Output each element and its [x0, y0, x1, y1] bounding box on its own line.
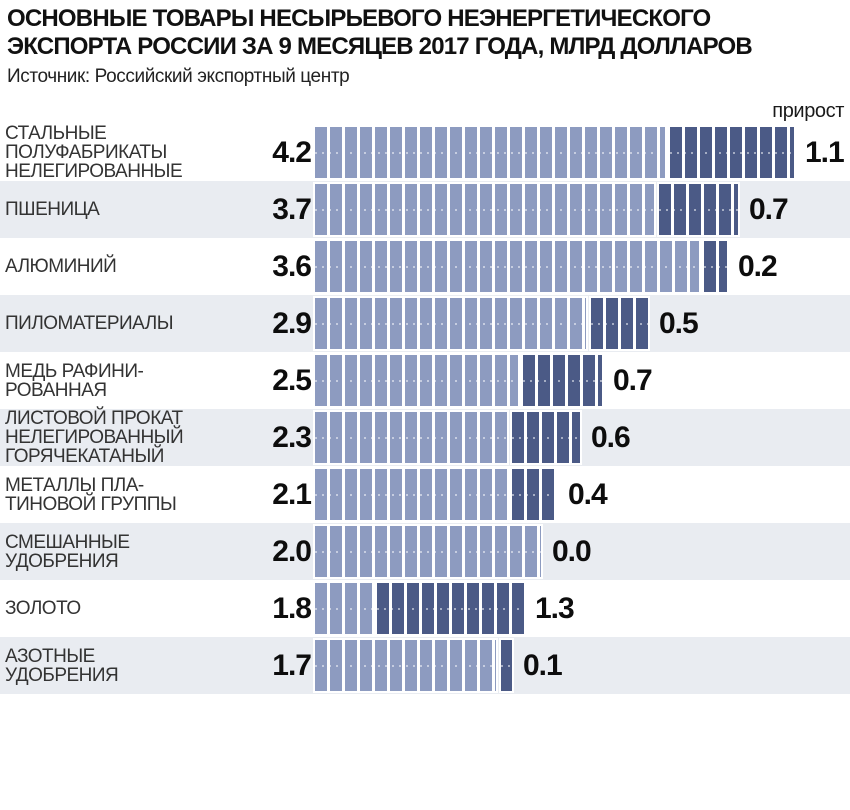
- chart-row: АЗОТНЫЕ УДОБРЕНИЯ 1.7 0.1: [0, 637, 850, 694]
- bar-dotted-midline: [512, 436, 580, 439]
- chart-row: СТАЛЬНЫЕ ПОЛУФАБРИКАТЫ НЕЛЕГИРОВАННЫЕ 4.2 1.…: [0, 124, 850, 181]
- bar-growth-segment: [501, 640, 512, 691]
- bar-base-segment: [315, 184, 654, 235]
- chart-row: ЗОЛОТО 1.8 1.3: [0, 580, 850, 637]
- bar-base-segment: [315, 583, 372, 634]
- category-label: ЗОЛОТО: [5, 598, 81, 619]
- bar-group: [315, 127, 794, 178]
- category-label: СТАЛЬНЫЕ ПОЛУФАБРИКАТЫ НЕЛЕГИРОВАННЫЕ: [5, 123, 183, 182]
- chart-title-line1: ОСНОВНЫЕ ТОВАРЫ НЕСЫРЬЕВОГО НЕЭНЕРГЕТИЧЕ…: [7, 5, 711, 32]
- value-label: 1.8: [272, 591, 312, 625]
- category-label: АЛЮМИНИЙ: [5, 256, 117, 277]
- value-label: 3.6: [272, 249, 312, 283]
- value-label: 2.0: [272, 534, 312, 568]
- bar-base-segment: [315, 241, 699, 292]
- growth-value-label: 0.7: [749, 192, 789, 226]
- bar-base-segment: [315, 355, 518, 406]
- growth-value-label: 0.6: [591, 420, 631, 454]
- bar-dotted-midline: [501, 664, 512, 667]
- bar-dotted-midline: [315, 493, 507, 496]
- bar-growth-segment: [704, 241, 727, 292]
- bar-growth-segment: [591, 298, 648, 349]
- bar-dotted-midline: [315, 550, 541, 553]
- value-label: 2.9: [272, 306, 312, 340]
- value-label: 2.5: [272, 363, 312, 397]
- growth-column-label: прирост: [772, 100, 844, 122]
- growth-value-label: 0.1: [523, 648, 563, 682]
- value-label: 2.1: [272, 477, 312, 511]
- bar-dotted-midline: [315, 664, 496, 667]
- bar-dotted-midline: [670, 151, 794, 154]
- growth-value-label: 0.4: [568, 477, 608, 511]
- bar-group: [315, 469, 557, 520]
- value-label: 4.2: [272, 135, 312, 169]
- chart-title-line2: ЭКСПОРТА РОССИИ ЗА 9 МЕСЯЦЕВ 2017 ГОДА, …: [7, 33, 753, 60]
- bar-group: [315, 355, 602, 406]
- growth-value-label: 0.0: [552, 534, 592, 568]
- bar-base-segment: [315, 526, 541, 577]
- chart-header: ОСНОВНЫЕ ТОВАРЫ НЕСЫРЬЕВОГО НЕЭНЕРГЕТИЧЕ…: [0, 0, 850, 88]
- bar-dotted-midline: [591, 322, 648, 325]
- bar-group: [315, 241, 727, 292]
- bar-group: [315, 526, 541, 577]
- bar-group: [315, 184, 738, 235]
- bar-base-segment: [315, 640, 496, 691]
- category-label: ЛИСТОВОЙ ПРОКАТ НЕЛЕГИРОВАННЫЙ ГОРЯЧЕКАТАН…: [5, 408, 184, 467]
- bar-base-segment: [315, 469, 507, 520]
- bar-group: [315, 583, 524, 634]
- value-label: 2.3: [272, 420, 312, 454]
- category-label: ПШЕНИЦА: [5, 199, 100, 220]
- chart-row: ЛИСТОВОЙ ПРОКАТ НЕЛЕГИРОВАННЫЙ ГОРЯЧЕКАТАН…: [0, 409, 850, 466]
- category-label: АЗОТНЫЕ УДОБРЕНИЯ: [5, 645, 119, 686]
- growth-value-label: 1.1: [805, 135, 845, 169]
- growth-value-label: 1.3: [535, 591, 575, 625]
- bar-dotted-midline: [512, 493, 557, 496]
- category-label: СМЕШАННЫЕ УДОБРЕНИЯ: [5, 531, 130, 572]
- bar-group: [315, 412, 580, 463]
- bar-base-segment: [315, 412, 507, 463]
- growth-value-label: 0.5: [659, 306, 699, 340]
- bar-chart: СТАЛЬНЫЕ ПОЛУФАБРИКАТЫ НЕЛЕГИРОВАННЫЕ 4.2 1.…: [0, 124, 850, 694]
- chart-row: МЕТАЛЛЫ ПЛА- ТИНОВОЙ ГРУППЫ 2.1 0.4: [0, 466, 850, 523]
- bar-dotted-midline: [377, 607, 524, 610]
- bar-growth-segment: [512, 412, 580, 463]
- category-label: МЕТАЛЛЫ ПЛА- ТИНОВОЙ ГРУППЫ: [5, 474, 177, 515]
- bar-growth-segment: [512, 469, 557, 520]
- bar-group: [315, 298, 648, 349]
- bar-dotted-midline: [315, 151, 665, 154]
- bar-dotted-midline: [659, 208, 738, 211]
- bar-growth-segment: [670, 127, 794, 178]
- bar-growth-segment: [377, 583, 524, 634]
- growth-value-label: 0.7: [613, 363, 653, 397]
- bar-dotted-midline: [315, 265, 699, 268]
- bar-dotted-midline: [315, 208, 654, 211]
- category-label: ПИЛОМАТЕРИАЛЫ: [5, 313, 174, 334]
- chart-row: АЛЮМИНИЙ 3.6 0.2: [0, 238, 850, 295]
- bar-dotted-midline: [315, 607, 372, 610]
- bar-base-segment: [315, 127, 665, 178]
- value-label: 3.7: [272, 192, 312, 226]
- bar-group: [315, 640, 512, 691]
- bar-dotted-midline: [704, 265, 727, 268]
- value-label: 1.7: [272, 648, 312, 682]
- bar-dotted-midline: [523, 379, 602, 382]
- bar-dotted-midline: [315, 379, 518, 382]
- chart-row: ПИЛОМАТЕРИАЛЫ 2.9 0.5: [0, 295, 850, 352]
- source-note: Источник: Российский экспортный центр: [7, 66, 350, 87]
- bar-dotted-midline: [315, 436, 507, 439]
- chart-row: СМЕШАННЫЕ УДОБРЕНИЯ 2.0 0.0: [0, 523, 850, 580]
- bar-growth-segment: [659, 184, 738, 235]
- chart-title: ОСНОВНЫЕ ТОВАРЫ НЕСЫРЬЕВОГО НЕЭНЕРГЕТИЧЕ…: [7, 5, 843, 61]
- category-label: МЕДЬ РАФИНИ- РОВАННАЯ: [5, 360, 144, 401]
- chart-row: МЕДЬ РАФИНИ- РОВАННАЯ 2.5 0.7: [0, 352, 850, 409]
- growth-value-label: 0.2: [738, 249, 778, 283]
- bar-growth-segment: [523, 355, 602, 406]
- bar-dotted-midline: [315, 322, 586, 325]
- chart-row: ПШЕНИЦА 3.7 0.7: [0, 181, 850, 238]
- bar-base-segment: [315, 298, 586, 349]
